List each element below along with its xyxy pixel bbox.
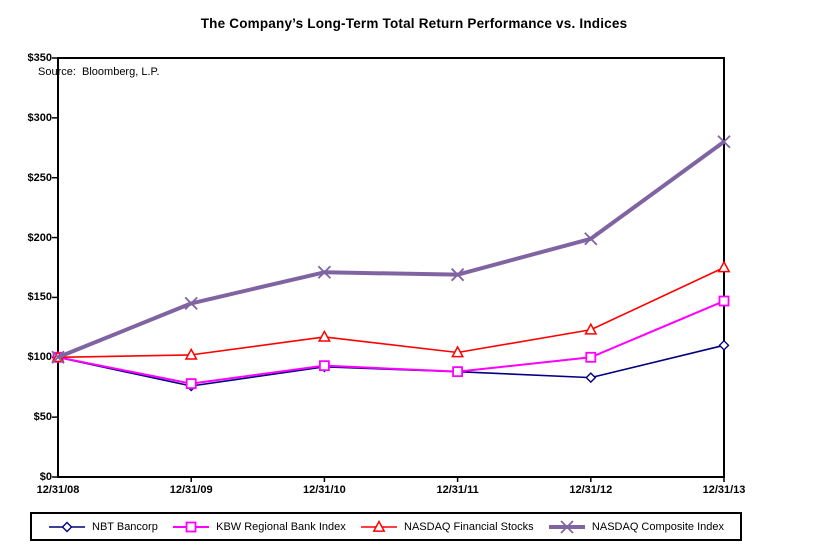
- x-marker: [717, 135, 731, 149]
- diamond-marker: [585, 372, 597, 384]
- y-axis-label: $50: [33, 411, 52, 424]
- y-axis-label: $200: [27, 231, 52, 244]
- triangle-marker: [317, 329, 331, 342]
- legend-item-nbt-bancorp: NBT Bancorp: [48, 520, 158, 534]
- square-marker: [185, 378, 197, 390]
- plot-border: [57, 57, 725, 478]
- legend-item-nasdaq-composite-index: NASDAQ Composite Index: [548, 519, 724, 534]
- x-marker: [317, 265, 332, 279]
- legend-label: NBT Bancorp: [92, 520, 158, 533]
- triangle-marker: [184, 347, 198, 360]
- series-nasdaq-composite-index: [51, 135, 731, 364]
- y-axis-label: $250: [27, 171, 52, 184]
- y-axis-label: $0: [39, 471, 52, 483]
- y-axis-label: $100: [27, 351, 52, 364]
- square-marker: [718, 295, 730, 307]
- x-axis-label: 12/31/10: [302, 484, 346, 496]
- triangle-legend-swatch-icon: [361, 519, 398, 532]
- x-marker: [584, 232, 598, 246]
- square-marker: [185, 521, 197, 532]
- triangle-marker: [717, 260, 731, 273]
- legend-item-nasdaq-financial-stocks: NASDAQ Financial Stocks: [360, 519, 534, 534]
- series-nasdaq-financial-stocks: [51, 260, 731, 363]
- y-axis-label: $150: [27, 291, 52, 304]
- x-marker: [184, 296, 198, 311]
- legend-label: KBW Regional Bank Index: [216, 520, 346, 533]
- series-line: [57, 300, 725, 385]
- triangle-marker: [372, 519, 386, 532]
- chart-legend: NBT Bancorp KBW Regional Bank Index NASDAQ…: [30, 512, 742, 541]
- square-marker: [585, 351, 597, 363]
- x-marker: [51, 350, 65, 364]
- series-nbt-bancorp: [52, 339, 730, 392]
- legend-label: NASDAQ Composite Index: [591, 520, 724, 533]
- x-axis-label: 12/31/12: [569, 484, 613, 496]
- legend-item-kbw-regional-bank-index: KBW Regional Bank Index: [172, 520, 346, 534]
- y-axis-label: $350: [27, 52, 52, 64]
- x-marker: [450, 268, 465, 282]
- diamond-marker: [718, 339, 730, 351]
- square-marker: [452, 366, 464, 378]
- x-legend-swatch-icon: [548, 519, 585, 534]
- legend-label: NASDAQ Financial Stocks: [404, 520, 534, 533]
- series-kbw-regional-bank-index: [52, 295, 730, 390]
- x-axis-label: 12/31/08: [36, 484, 80, 496]
- series-line: [57, 140, 726, 360]
- triangle-marker: [451, 345, 465, 358]
- x-axis-label: 12/31/13: [702, 484, 746, 496]
- diamond-legend-swatch-icon: [49, 521, 85, 532]
- square-marker: [318, 360, 330, 372]
- series-line: [57, 266, 725, 359]
- chart-title: The Company’s Long-Term Total Return Per…: [200, 16, 628, 31]
- x-marker: [560, 519, 574, 534]
- series-line: [57, 344, 725, 387]
- x-axis-label: 12/31/09: [169, 484, 213, 496]
- source-note: Source: Bloomberg, L.P.: [38, 66, 160, 78]
- y-axis-label: $300: [27, 111, 52, 124]
- diamond-marker: [61, 521, 73, 532]
- x-axis-label: 12/31/11: [436, 484, 479, 496]
- square-legend-swatch-icon: [173, 521, 210, 532]
- triangle-marker: [584, 322, 598, 335]
